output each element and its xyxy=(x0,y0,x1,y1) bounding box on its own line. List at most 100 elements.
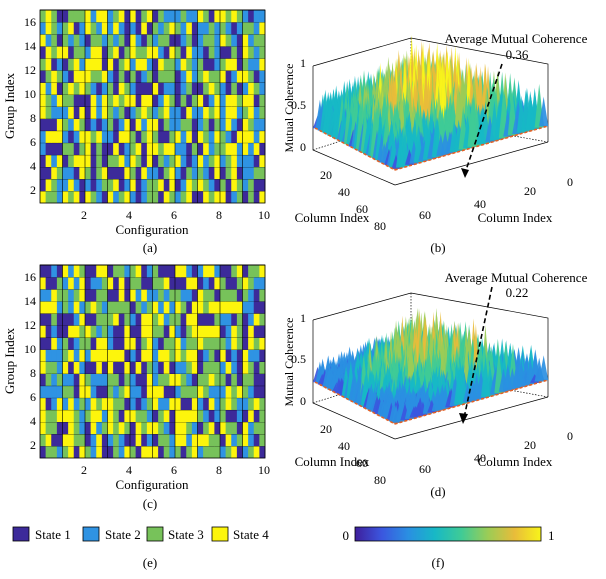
heat-cell-c xyxy=(73,397,80,410)
heat-cell-c xyxy=(118,289,125,302)
heat-cell-a xyxy=(259,142,266,155)
heat-cell-a xyxy=(253,154,260,168)
heat-cell-c xyxy=(225,289,232,302)
heat-cell-c xyxy=(62,433,69,447)
heat-cell-c xyxy=(175,397,182,410)
heat-cell-a xyxy=(73,154,80,168)
heat-cell-a xyxy=(203,190,210,204)
heat-cell-c xyxy=(90,337,97,350)
heat-cell-c xyxy=(73,385,80,398)
heat-cell-c xyxy=(101,385,108,398)
heat-cell-c xyxy=(175,445,182,459)
heat-cell-c xyxy=(130,325,137,338)
heat-cell-c xyxy=(130,349,137,362)
heat-cell-a xyxy=(197,34,204,47)
heat-cell-a xyxy=(180,178,187,192)
heat-cell-a xyxy=(79,10,86,23)
heat-cell-c xyxy=(62,349,69,362)
heat-cell-c xyxy=(45,397,52,410)
heat-cell-a xyxy=(68,154,75,168)
ltick-b-2: 60 xyxy=(356,202,368,216)
xtick-a-1: 4 xyxy=(126,208,132,222)
heat-cell-c xyxy=(135,397,142,410)
heat-cell-c xyxy=(191,445,198,459)
heat-cell-c xyxy=(113,361,120,374)
heat-cell-c xyxy=(191,313,198,326)
avg-value-d: 0.22 xyxy=(506,285,529,300)
heat-cell-c xyxy=(79,409,86,423)
heat-cell-a xyxy=(68,106,75,119)
heat-cell-a xyxy=(56,154,63,168)
heat-cell-c xyxy=(225,349,232,362)
heat-cell-a xyxy=(141,94,148,107)
heat-cell-c xyxy=(107,433,114,447)
heat-cell-c xyxy=(68,445,75,459)
heat-cell-a xyxy=(180,10,187,23)
heat-cell-c xyxy=(101,421,108,435)
heat-cell-a xyxy=(203,82,210,95)
heat-cell-c xyxy=(73,265,80,278)
avg-value-b: 0.36 xyxy=(506,47,529,62)
heat-cell-c xyxy=(113,289,120,302)
heat-cell-a xyxy=(107,106,114,119)
heat-cell-a xyxy=(135,22,142,35)
heat-cell-c xyxy=(79,397,86,410)
heat-cell-c xyxy=(242,337,249,350)
heat-cell-a xyxy=(208,10,215,23)
heat-cell-a xyxy=(146,154,153,168)
panel-e-legend: State 1 State 2 State 3 State 4 (e) xyxy=(12,526,269,570)
heat-cell-c xyxy=(107,373,114,386)
heat-cell-c xyxy=(141,289,148,302)
heat-cell-a xyxy=(158,154,165,168)
heat-cell-c xyxy=(90,385,97,398)
heat-cell-a xyxy=(175,190,182,204)
heat-cell-a xyxy=(186,22,193,35)
heat-cell-a xyxy=(130,58,137,71)
heat-cell-a xyxy=(79,190,86,204)
heat-cell-a xyxy=(51,94,58,107)
heat-cell-c xyxy=(158,397,165,410)
heat-cell-a xyxy=(96,10,103,23)
heat-cell-a xyxy=(152,94,159,107)
heat-cell-a xyxy=(214,70,221,83)
heat-cell-c xyxy=(203,325,210,338)
heat-cell-a xyxy=(236,154,243,168)
heat-cell-c xyxy=(253,409,260,423)
heat-cell-c xyxy=(248,361,255,374)
heat-cell-a xyxy=(152,34,159,47)
heat-cell-c xyxy=(248,385,255,398)
heat-cell-c xyxy=(56,397,63,410)
heat-cell-a xyxy=(163,94,170,107)
heat-cell-a xyxy=(118,94,125,107)
heat-cell-a xyxy=(169,10,176,23)
heat-cell-a xyxy=(96,106,103,119)
heat-cell-a xyxy=(56,70,63,83)
heat-cell-c xyxy=(197,337,204,350)
heat-cell-a xyxy=(56,118,63,131)
surface-d xyxy=(312,307,549,425)
heatmap-a-cells xyxy=(40,9,266,204)
heat-cell-c xyxy=(175,421,182,435)
heat-cell-a xyxy=(130,70,137,83)
heat-cell-c xyxy=(107,265,114,278)
heat-cell-a xyxy=(146,70,153,83)
heat-cell-a xyxy=(51,178,58,192)
heat-cell-c xyxy=(169,385,176,398)
heat-cell-a xyxy=(73,130,80,143)
heat-cell-c xyxy=(169,325,176,338)
heat-cell-a xyxy=(259,46,266,59)
heat-cell-a xyxy=(191,58,198,71)
heat-cell-c xyxy=(141,301,148,314)
heat-cell-a xyxy=(253,34,260,47)
heat-cell-a xyxy=(135,10,142,23)
ztick-b-0: 0 xyxy=(300,140,306,154)
heat-cell-c xyxy=(152,361,159,374)
heat-cell-a xyxy=(180,22,187,35)
heat-cell-c xyxy=(220,433,227,447)
heat-cell-a xyxy=(152,166,159,180)
heat-cell-a xyxy=(68,10,75,23)
heat-cell-a xyxy=(101,178,108,192)
heat-cell-c xyxy=(248,265,255,278)
heat-cell-c xyxy=(85,337,92,350)
heat-cell-a xyxy=(141,22,148,35)
